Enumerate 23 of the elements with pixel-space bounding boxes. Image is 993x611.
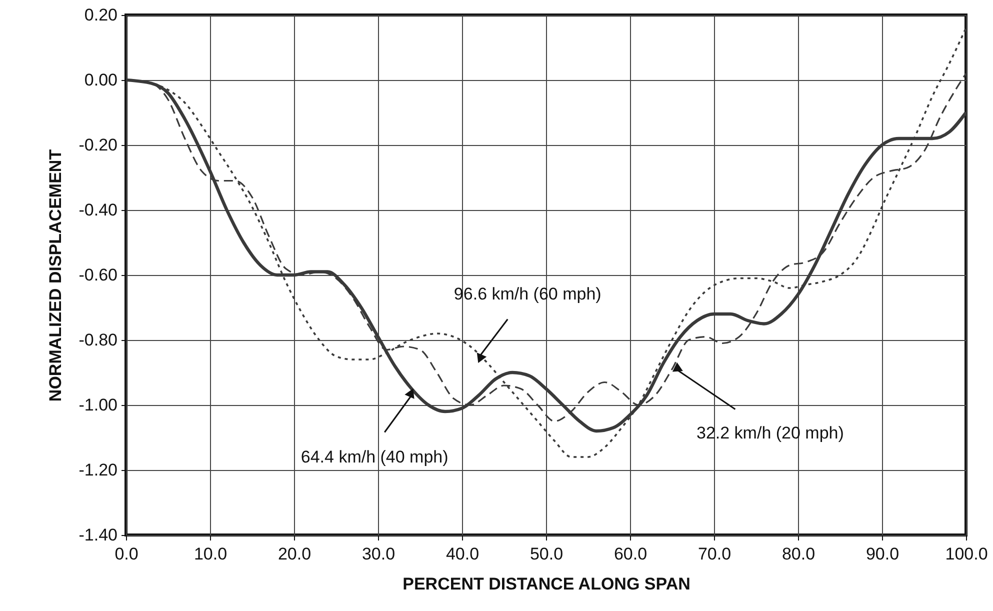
annotation: 64.4 km/h (40 mph) (300, 447, 448, 466)
y-tick-label: -1.00 (78, 396, 118, 414)
x-tick-label: 60.0 (614, 544, 648, 564)
x-tick-label: 20.0 (278, 544, 312, 564)
x-tick-label: 0.0 (114, 544, 138, 564)
y-axis-title: NORMALIZED DISPLACEMENT (46, 148, 65, 402)
y-tick-label: -0.40 (78, 200, 118, 220)
x-tick-label: 40.0 (446, 544, 480, 564)
y-tick-label: -0.20 (78, 136, 118, 154)
x-axis-title: PERCENT DISTANCE ALONG SPAN (402, 574, 690, 594)
y-tick-label: -0.60 (78, 266, 118, 284)
x-tick-label: 70.0 (698, 544, 732, 564)
x-tick-label: 90.0 (866, 544, 900, 564)
x-tick-label: 10.0 (194, 544, 228, 564)
x-tick-label: 80.0 (782, 544, 816, 564)
y-tick-label: 0.20 (84, 6, 118, 24)
x-tick-label: 100.0 (945, 544, 988, 564)
x-tick-label: 30.0 (362, 544, 396, 564)
y-tick-label: -0.80 (78, 330, 118, 350)
y-tick-label: 0.00 (84, 70, 118, 90)
x-tick-label: 50.0 (530, 544, 564, 564)
y-tick-label: -1.20 (78, 460, 118, 480)
y-tick-label: -1.40 (78, 526, 118, 544)
